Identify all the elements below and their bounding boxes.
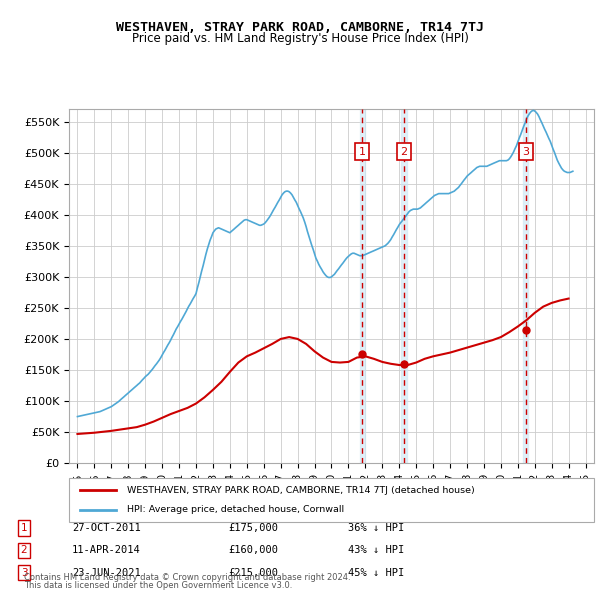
Text: WESTHAVEN, STRAY PARK ROAD, CAMBORNE, TR14 7TJ: WESTHAVEN, STRAY PARK ROAD, CAMBORNE, TR… xyxy=(116,21,484,34)
Text: £160,000: £160,000 xyxy=(228,546,278,555)
Text: 36% ↓ HPI: 36% ↓ HPI xyxy=(348,523,404,533)
Text: 2: 2 xyxy=(20,546,28,555)
Text: WESTHAVEN, STRAY PARK ROAD, CAMBORNE, TR14 7TJ (detached house): WESTHAVEN, STRAY PARK ROAD, CAMBORNE, TR… xyxy=(127,486,475,495)
Text: 43% ↓ HPI: 43% ↓ HPI xyxy=(348,546,404,555)
Text: 45% ↓ HPI: 45% ↓ HPI xyxy=(348,568,404,578)
Text: 3: 3 xyxy=(523,147,529,156)
Text: HPI: Average price, detached house, Cornwall: HPI: Average price, detached house, Corn… xyxy=(127,505,344,514)
Text: 1: 1 xyxy=(359,147,366,156)
Text: 23-JUN-2021: 23-JUN-2021 xyxy=(72,568,141,578)
Text: Contains HM Land Registry data © Crown copyright and database right 2024.: Contains HM Land Registry data © Crown c… xyxy=(24,572,350,582)
Text: This data is licensed under the Open Government Licence v3.0.: This data is licensed under the Open Gov… xyxy=(24,581,292,590)
Text: £175,000: £175,000 xyxy=(228,523,278,533)
Text: 11-APR-2014: 11-APR-2014 xyxy=(72,546,141,555)
Text: 2: 2 xyxy=(400,147,407,156)
Text: £215,000: £215,000 xyxy=(228,568,278,578)
FancyBboxPatch shape xyxy=(69,478,594,522)
Text: Price paid vs. HM Land Registry's House Price Index (HPI): Price paid vs. HM Land Registry's House … xyxy=(131,32,469,45)
Bar xyxy=(401,109,407,463)
Text: 1: 1 xyxy=(20,523,28,533)
Text: 3: 3 xyxy=(20,568,28,578)
Bar xyxy=(523,109,529,463)
Bar xyxy=(360,109,365,463)
Text: 27-OCT-2011: 27-OCT-2011 xyxy=(72,523,141,533)
